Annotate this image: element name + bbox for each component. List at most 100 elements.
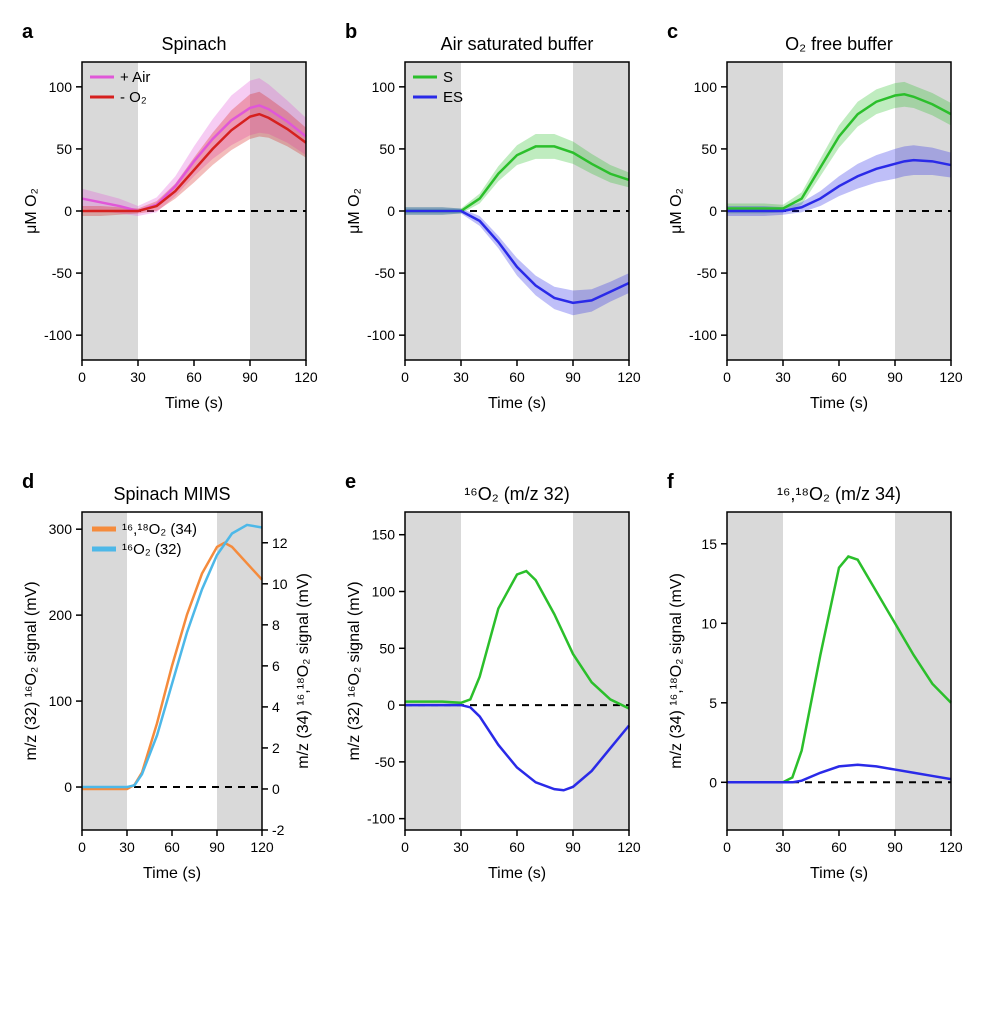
xtick-label: 0 — [723, 839, 731, 855]
ytick-label: 100 — [371, 584, 395, 600]
ylabel: m/z (32) ¹⁶O₂ signal (mV) — [346, 581, 363, 760]
xlabel: Time (s) — [143, 865, 201, 882]
xtick-label: 30 — [453, 839, 469, 855]
ylabel: m/z (34) ¹⁶,¹⁸O₂ signal (mV) — [668, 573, 685, 769]
panel-label: e — [345, 471, 356, 493]
xtick-label: 60 — [509, 369, 525, 385]
xtick-label: 120 — [617, 369, 641, 385]
xtick-label: 0 — [78, 839, 86, 855]
ytick-label: -50 — [52, 265, 72, 281]
xlabel: Time (s) — [488, 865, 546, 882]
ytick-label: 150 — [371, 527, 395, 543]
xtick-label: 120 — [617, 839, 641, 855]
chart-d: 03060901200100200300-2024681012Time (s)m… — [20, 470, 320, 890]
xtick-label: 30 — [776, 839, 792, 855]
dark-phase-band — [405, 512, 461, 830]
y2tick-label: 12 — [272, 535, 288, 551]
chart-e: 0 30 60 90 120 -100 -50 0 50 100 150 Time (s) m/z (3… — [343, 470, 643, 890]
ytick-label: 15 — [702, 536, 718, 552]
xtick-label: 90 — [888, 839, 904, 855]
chart-a: 0 30 60 90 120 -100 -50 0 50 100 Time (s) μM O₂ Spin… — [20, 20, 320, 420]
ylabel: μM O₂ — [23, 188, 40, 234]
xtick-label: 120 — [250, 839, 274, 855]
xtick-label: 90 — [242, 369, 258, 385]
ytick-label: 0 — [710, 774, 718, 790]
y2tick-label: 10 — [272, 576, 288, 592]
panel-b: 0306090120-100-50050100Time (s)μM O₂Air … — [343, 20, 646, 440]
panel-title: ¹⁶O₂ (m/z 32) — [464, 484, 569, 504]
ytick-label: -50 — [697, 265, 717, 281]
panel-d: 03060901200100200300-2024681012Time (s)m… — [20, 470, 323, 890]
panel-a: 0 30 60 90 120 -100 -50 0 50 100 Time (s) μM O₂ Spin… — [20, 20, 323, 440]
xtick-label: 30 — [130, 369, 146, 385]
ytick-label: -100 — [367, 327, 395, 343]
xtick-label: 120 — [940, 839, 964, 855]
ytick-label: 200 — [49, 607, 73, 623]
y2tick-label: 0 — [272, 781, 280, 797]
panel-label: b — [345, 21, 357, 43]
legend-label: S — [443, 69, 453, 86]
panel-title: ¹⁶,¹⁸O₂ (m/z 34) — [777, 484, 901, 504]
panel-f: 0306090120051015Time (s)m/z (34) ¹⁶,¹⁸O₂… — [665, 470, 968, 890]
panel-label: d — [22, 471, 34, 493]
xtick-label: 0 — [723, 369, 731, 385]
panel-title: Spinach — [161, 34, 226, 54]
ytick-label: 50 — [56, 141, 72, 157]
ytick-label: 100 — [694, 79, 718, 95]
ylabel: μM O₂ — [668, 188, 685, 234]
xtick-label: 120 — [940, 369, 964, 385]
ytick-label: 100 — [49, 79, 73, 95]
ytick-label: 0 — [387, 203, 395, 219]
dark-phase-band — [82, 512, 127, 830]
xtick-label: 90 — [888, 369, 904, 385]
panel-label: c — [667, 21, 678, 43]
xtick-label: 60 — [164, 839, 180, 855]
legend-label: ¹⁶O₂ (32) — [122, 541, 182, 558]
ylabel: m/z (32) ¹⁶O₂ signal (mV) — [23, 581, 40, 760]
panel-e: 0 30 60 90 120 -100 -50 0 50 100 150 Time (s) m/z (3… — [343, 470, 646, 890]
ytick-label: 0 — [64, 779, 72, 795]
ytick-label: -100 — [367, 811, 395, 827]
ytick-label: -100 — [689, 327, 717, 343]
panel-title: O₂ free buffer — [785, 34, 893, 54]
y2tick-label: 6 — [272, 658, 280, 674]
ytick-label: 100 — [371, 79, 395, 95]
ytick-label: 0 — [64, 203, 72, 219]
xtick-label: 90 — [565, 839, 581, 855]
xlabel: Time (s) — [810, 395, 868, 412]
ytick-label: 50 — [702, 141, 718, 157]
xlabel: Time (s) — [810, 865, 868, 882]
y2tick-label: 8 — [272, 617, 280, 633]
ytick-label: 10 — [702, 615, 718, 631]
ylabel: μM O₂ — [346, 188, 363, 234]
xlabel: Time (s) — [165, 395, 223, 412]
xtick-label: 0 — [401, 839, 409, 855]
xtick-label: 90 — [565, 369, 581, 385]
panel-c: 0306090120-100-50050100Time (s)μM O₂O₂ f… — [665, 20, 968, 440]
y2tick-label: -2 — [272, 822, 285, 838]
ytick-label: -100 — [44, 327, 72, 343]
ytick-label: 0 — [387, 697, 395, 713]
dark-phase-band — [217, 512, 262, 830]
xtick-label: 0 — [78, 369, 86, 385]
legend-label: - O₂ — [120, 89, 147, 106]
xtick-label: 30 — [776, 369, 792, 385]
ytick-label: 50 — [379, 141, 395, 157]
xtick-label: 60 — [832, 369, 848, 385]
legend-label: ¹⁶,¹⁸O₂ (34) — [122, 521, 197, 538]
ytick-label: -50 — [374, 754, 394, 770]
panel-label: a — [22, 21, 34, 43]
figure-grid: 0306090120-100-50050100Time (s)μM O₂Spin… — [20, 20, 968, 890]
xlabel: Time (s) — [488, 395, 546, 412]
ytick-label: 5 — [710, 695, 718, 711]
ytick-label: 100 — [49, 693, 73, 709]
xtick-label: 90 — [209, 839, 225, 855]
xtick-label: 60 — [509, 839, 525, 855]
xtick-label: 60 — [186, 369, 202, 385]
panel-title: Air saturated buffer — [440, 34, 593, 54]
dark-phase-band — [573, 512, 629, 830]
xtick-label: 120 — [294, 369, 318, 385]
legend-label: + Air — [120, 69, 150, 86]
ylabel2: m/z (34) ¹⁶,¹⁸O₂ signal (mV) — [295, 573, 312, 769]
ytick-label: 50 — [379, 640, 395, 656]
